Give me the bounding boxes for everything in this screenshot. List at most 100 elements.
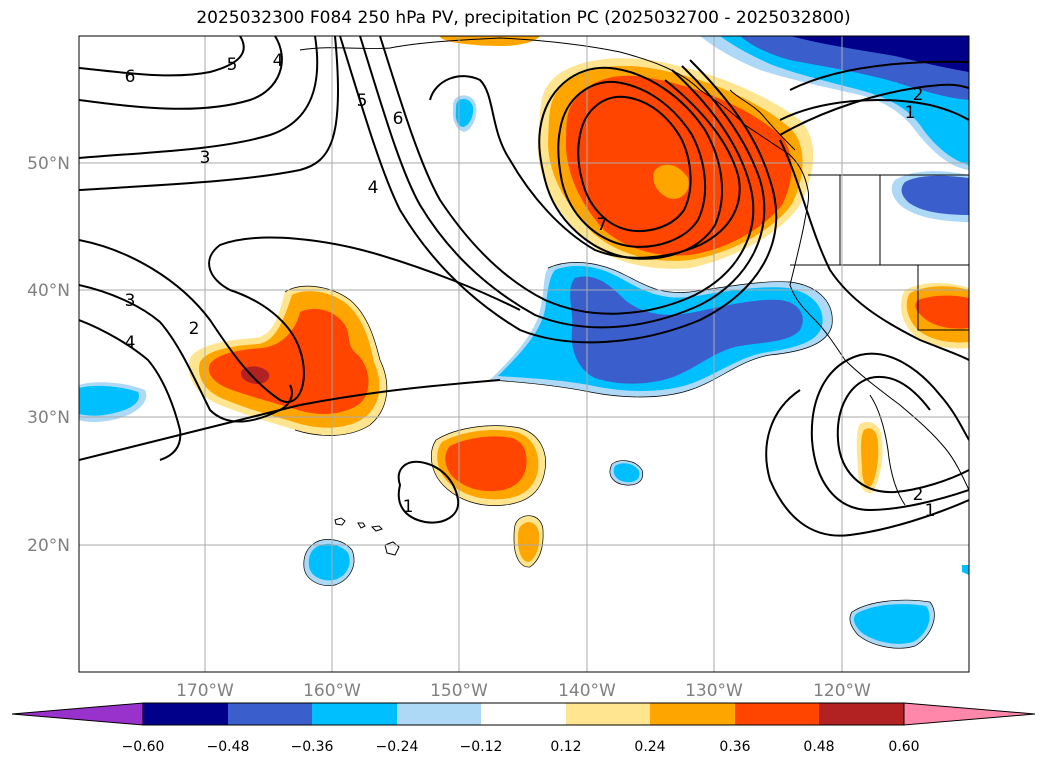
pv-contour-4-west	[79, 319, 182, 461]
colorbar-bin-1	[143, 703, 228, 725]
colorbar-label-2: −0.48	[207, 739, 250, 755]
anomaly-small-pos-1b	[518, 522, 540, 562]
bc-coast	[729, 89, 796, 151]
anomaly-gulf-alaska-inner	[653, 164, 689, 199]
pv-contour-3-west	[79, 284, 293, 423]
colorbar-bin-2	[228, 703, 312, 725]
pv-contour-2-south	[79, 379, 501, 461]
pv-contour-trough-6	[557, 80, 707, 248]
colorbar-label-8: 0.36	[719, 739, 750, 755]
colorbar-label-4: −0.24	[376, 739, 419, 755]
lon-label-140w: 140°W	[558, 681, 616, 701]
hawaii-islands	[334, 517, 400, 556]
pv-contours	[79, 36, 969, 537]
contour-label-1-se: 1	[925, 501, 936, 521]
coastlines	[299, 37, 969, 506]
contour-labels: 6 5 4 5 6 3 4 7 3 2 4 1 2 1 2 1	[125, 51, 936, 521]
baja-peninsula	[869, 394, 906, 506]
colorbar-label-9: 0.48	[803, 739, 834, 755]
state-border-4	[917, 265, 969, 331]
pv-contour-2-east	[779, 83, 969, 136]
lon-label-170w: 170°W	[176, 681, 234, 701]
pv-contour-4-north	[79, 36, 340, 191]
lat-label-20n: 20°N	[27, 536, 70, 556]
anomaly-west-neg2	[79, 385, 140, 416]
pv-contour-3-east	[789, 60, 969, 91]
anomaly-central-pos-036	[445, 436, 527, 492]
map-title: 2025032300 F084 250 hPa PV, precipitatio…	[196, 8, 851, 28]
anomaly-west-pos-036	[208, 308, 369, 415]
lat-label-50n: 50°N	[27, 154, 70, 174]
anomaly-hawaii-neg2	[308, 543, 350, 581]
pv-contour-trough-3	[379, 36, 755, 315]
contour-label-4-nw: 4	[273, 51, 284, 71]
pv-contour-6-nw	[79, 36, 245, 77]
colorbar-bin-9	[819, 703, 904, 725]
pv-contour-ridge	[779, 139, 969, 361]
pv-contour-5-nw	[79, 36, 283, 110]
contour-label-7: 7	[597, 215, 608, 235]
lon-label-120w: 120°W	[813, 681, 871, 701]
pv-contour-loop-south	[79, 236, 521, 403]
contour-label-2-se: 2	[913, 485, 924, 505]
west-coast-us	[789, 189, 969, 491]
pv-contour-trough-1	[339, 36, 778, 344]
anomaly-corner-neg	[962, 565, 969, 575]
colorbar-bin-6	[566, 703, 650, 725]
pv-contour-1-se-outer	[765, 389, 969, 537]
contour-label-1-south: 1	[403, 497, 414, 517]
colorbar-bin-8	[735, 703, 819, 725]
pv-contour-3-north	[79, 36, 319, 159]
pv-contour-se-1	[810, 352, 969, 512]
lat-label-40n: 40°N	[27, 281, 70, 301]
contour-label-1-east: 1	[905, 103, 916, 123]
precip-shading	[79, 36, 969, 649]
colorbar-extend-min	[11, 702, 144, 726]
lon-label-150w: 150°W	[430, 681, 488, 701]
lon-label-130w: 130°W	[685, 681, 743, 701]
pv-contour-se-2	[836, 375, 969, 494]
pv-contour-trough-5	[538, 66, 724, 260]
colorbar-label-6: 0.12	[550, 739, 581, 755]
colorbar-label-3: −0.36	[291, 739, 334, 755]
lat-labels: 50°N 40°N 30°N 20°N	[27, 154, 70, 556]
pv-contour-1-south	[397, 460, 460, 524]
contour-label-6-mid: 6	[393, 109, 404, 129]
colorbar-bin-3	[312, 703, 397, 725]
contour-label-5-nw: 5	[227, 55, 238, 75]
anomaly-east-pos-036	[915, 295, 969, 329]
colorbar-label-5: −0.12	[460, 739, 503, 755]
anomaly-north-neg-048	[790, 36, 969, 72]
lon-labels: 170°W 160°W 150°W 140°W 130°W 120°W	[176, 681, 871, 701]
alaska-coast	[299, 37, 809, 191]
colorbar-label-1: −0.60	[122, 739, 165, 755]
contour-label-4-north: 4	[368, 178, 379, 198]
contour-label-3-west: 3	[125, 291, 136, 311]
anomaly-montana-neg2	[901, 175, 969, 215]
pv-contour-1-east	[779, 99, 969, 121]
contour-label-5-mid: 5	[357, 91, 368, 111]
colorbar-label-7: 0.24	[634, 739, 665, 755]
map-frame	[78, 35, 970, 673]
anomaly-small-neg-2b	[613, 463, 640, 483]
colorbar-bin-5	[481, 703, 566, 725]
colorbar-label-10: 0.60	[888, 739, 919, 755]
pv-contour-trough-2	[359, 36, 766, 329]
pv-contour-trough-4	[429, 75, 741, 259]
anomaly-baja-pos2	[861, 428, 879, 487]
lat-label-30n: 30°N	[27, 408, 70, 428]
anomaly-south-neg2	[853, 604, 930, 644]
contour-label-3-north: 3	[200, 148, 211, 168]
contour-label-6-nw: 6	[125, 67, 136, 87]
lon-label-160w: 160°W	[303, 681, 361, 701]
colorbar: −0.60 −0.48 −0.36 −0.24 −0.12 0.12 0.24 …	[11, 702, 1036, 755]
colorbar-bin-4	[397, 703, 481, 725]
colorbar-extend-max	[903, 702, 1036, 726]
anomaly-small-neg-1b	[455, 99, 474, 127]
contour-label-2-east: 2	[913, 85, 924, 105]
contour-label-2-west: 2	[189, 319, 200, 339]
contour-label-4-west: 4	[125, 333, 136, 353]
anomaly-ca-neg-036	[570, 276, 803, 384]
pv-contour-trough-7	[577, 95, 692, 232]
